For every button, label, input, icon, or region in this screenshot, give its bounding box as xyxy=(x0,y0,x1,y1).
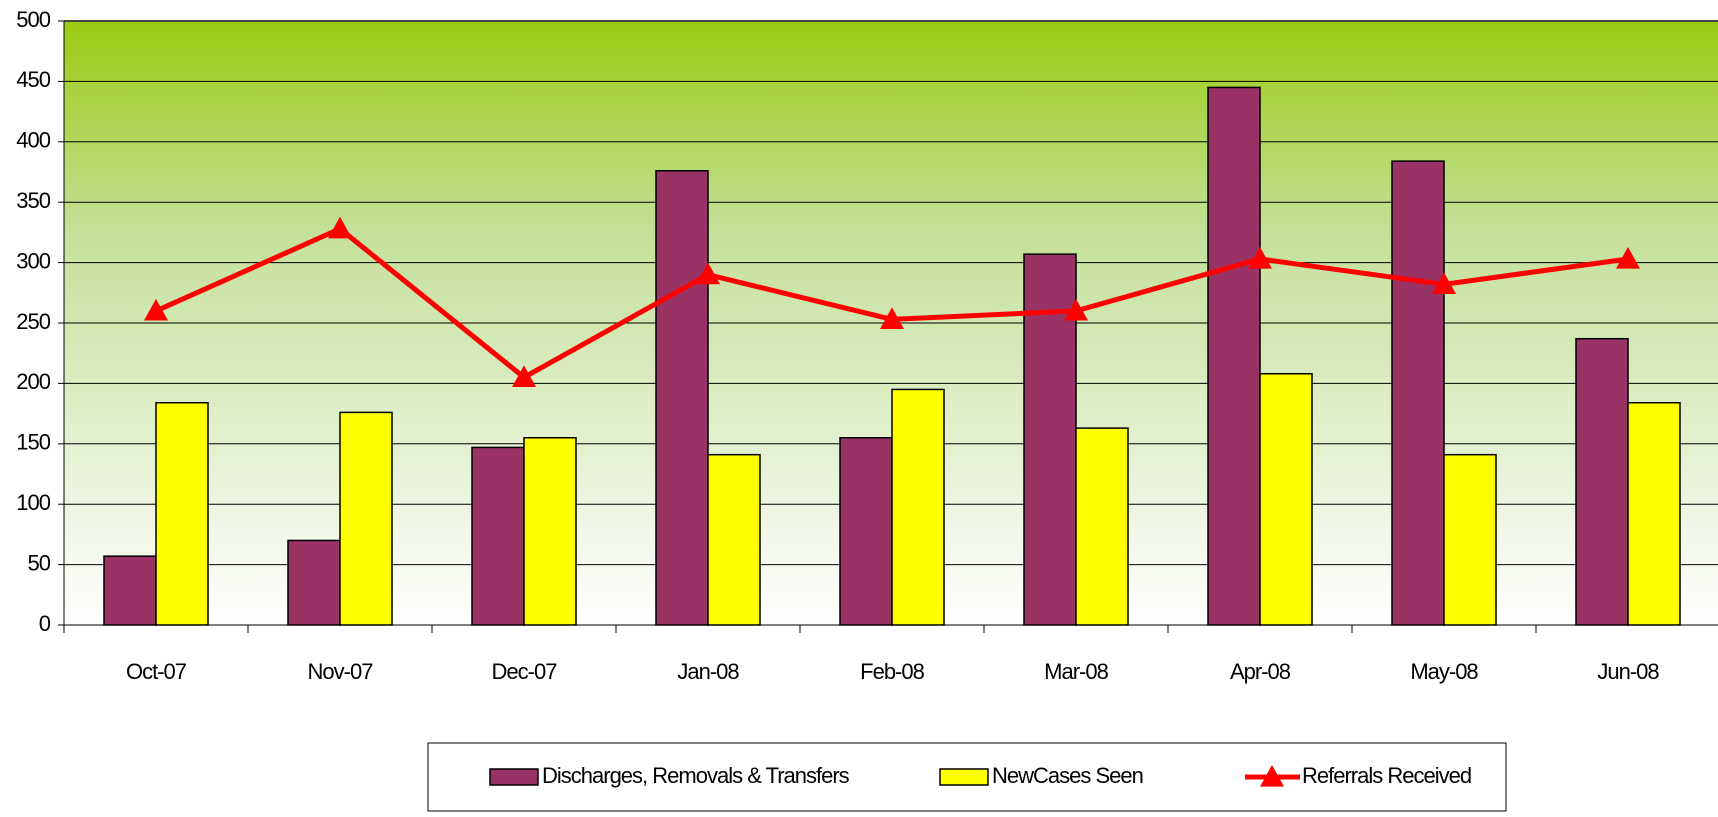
marker xyxy=(512,365,536,387)
marker xyxy=(1064,298,1088,321)
legend-swatch xyxy=(939,768,989,786)
x-tick-label: Jun-08 xyxy=(1597,659,1659,684)
y-tick-label: 200 xyxy=(16,369,50,394)
legend-label: NewCases Seen xyxy=(992,763,1143,788)
legend-swatch xyxy=(1260,765,1284,787)
marker xyxy=(880,307,904,329)
marker xyxy=(1248,246,1272,269)
y-tick-label: 100 xyxy=(16,490,50,515)
bar xyxy=(155,401,209,626)
bar xyxy=(891,388,945,626)
bar xyxy=(339,411,393,626)
y-tick-label: 450 xyxy=(16,67,50,92)
bar xyxy=(287,539,341,626)
y-tick-label: 400 xyxy=(16,128,50,153)
bar xyxy=(839,437,893,626)
legend-swatch xyxy=(489,768,539,786)
bar xyxy=(707,453,761,626)
bar xyxy=(1391,160,1445,626)
y-tick-label: 50 xyxy=(28,550,51,575)
bar xyxy=(1575,337,1629,626)
y-tick-label: 300 xyxy=(16,248,50,273)
x-tick-label: Nov-07 xyxy=(308,659,374,684)
bar xyxy=(1075,427,1129,626)
marker xyxy=(696,262,720,285)
x-tick-label: Apr-08 xyxy=(1230,659,1291,684)
marker xyxy=(1616,246,1640,269)
bar xyxy=(523,437,577,626)
bar xyxy=(471,446,525,626)
x-tick-label: May-08 xyxy=(1410,659,1478,684)
x-tick-label: Feb-08 xyxy=(860,659,924,684)
x-tick-label: Oct-07 xyxy=(126,659,187,684)
bar xyxy=(655,170,709,626)
y-tick-label: 500 xyxy=(16,7,50,32)
bar xyxy=(1259,372,1313,626)
y-tick-label: 150 xyxy=(16,430,50,455)
bar xyxy=(1627,401,1681,626)
y-tick-label: 250 xyxy=(16,309,50,334)
x-tick-label: Dec-07 xyxy=(492,659,558,684)
y-tick-label: 350 xyxy=(16,188,50,213)
x-tick-label: Jan-08 xyxy=(677,659,739,684)
bar xyxy=(1207,86,1261,626)
bar xyxy=(103,555,157,626)
marker xyxy=(328,216,352,239)
x-tick-label: Mar-08 xyxy=(1044,659,1108,684)
marker xyxy=(1432,272,1456,294)
y-tick-label: 0 xyxy=(39,611,51,636)
legend-label: Referrals Received xyxy=(1302,763,1471,788)
marker xyxy=(144,298,168,321)
bar xyxy=(1443,453,1497,626)
legend-label: Discharges, Removals & Transfers xyxy=(542,763,850,788)
